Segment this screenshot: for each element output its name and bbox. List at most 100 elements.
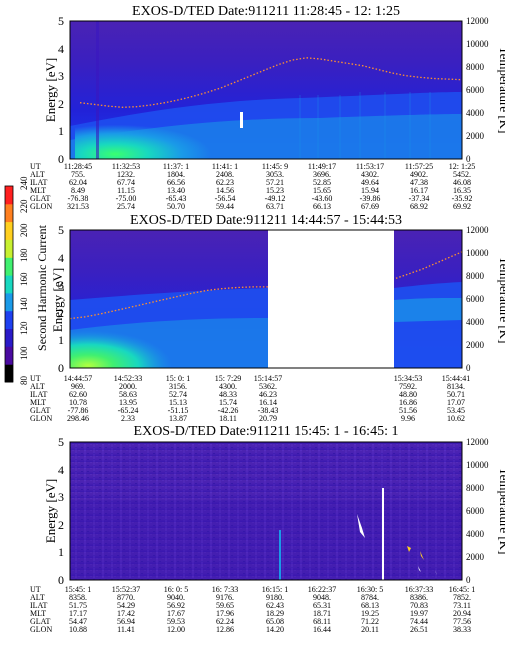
panel-1-orbit-table: UT ALT ILAT MLT GLAT GLON 11:28:45 11:32:… [30, 162, 475, 211]
orbit-cell: 50.70 [167, 202, 185, 211]
orbit-cell: 14.20 [266, 625, 284, 634]
orbit-cell: 16:22:37 [308, 585, 336, 594]
y2-tick: 12000 [466, 437, 489, 447]
orbit-cell: 16: 7:33 [212, 585, 238, 594]
colorbar-swatch [5, 239, 13, 258]
orbit-cell: 54.47 [69, 617, 87, 626]
panel-2-y2-ticks: 0 2000 4000 6000 8000 10000 12000 [466, 225, 489, 373]
y-tick: 0 [58, 152, 64, 166]
orbit-cell: 12: 1:25 [449, 162, 475, 171]
orbit-row-label: UT [30, 162, 41, 171]
colorbar-swatch [5, 186, 13, 205]
orbit-cell: 14:44:57 [64, 374, 92, 383]
orbit-cell: 11:28:45 [64, 162, 92, 171]
panel-3-orbit-table: UT ALT ILAT MLT GLAT GLON 15:45: 1 15:52:… [30, 585, 475, 634]
orbit-cell: 13.95 [119, 398, 137, 407]
y-tick: 1 [58, 124, 64, 138]
y2-tick: 12000 [466, 225, 489, 235]
orbit-cell: 53.45 [447, 406, 465, 415]
orbit-cell: 46.23 [259, 390, 277, 399]
orbit-cell: -38.43 [258, 406, 279, 415]
orbit-cell: 52.74 [169, 390, 187, 399]
colorbar-tick: 100 [19, 346, 29, 360]
orbit-cell: 16:45: 1 [449, 585, 475, 594]
y2-tick: 10000 [466, 39, 489, 49]
orbit-cell: 9.96 [401, 414, 415, 423]
orbit-cell: 16.35 [453, 186, 471, 195]
orbit-cell: -56.54 [215, 194, 236, 203]
y-tick: 3 [58, 69, 64, 83]
orbit-cell: 74.44 [410, 617, 428, 626]
orbit-cell: 16.86 [399, 398, 417, 407]
y2-tick: 0 [466, 575, 471, 585]
colorbar-swatch [5, 346, 13, 365]
orbit-cell: 20.94 [453, 609, 471, 618]
orbit-cell: 17.96 [216, 609, 234, 618]
orbit-cell: 11:37: 1 [163, 162, 189, 171]
colorbar-ticks: 80 100 120 140 160 180 200 220 240 [19, 176, 29, 385]
orbit-cell: 50.71 [447, 390, 465, 399]
orbit-row-label: GLON [30, 202, 52, 211]
orbit-cell: 12.86 [216, 625, 234, 634]
orbit-cell: 11:49:17 [308, 162, 336, 171]
orbit-cell: 18.71 [313, 609, 331, 618]
colorbar-tick: 140 [19, 297, 29, 311]
panel-3: EXOS-D/TED Date:911211 15:45: 1 - 16:45:… [30, 424, 505, 634]
orbit-cell: -43.60 [312, 194, 333, 203]
y2-tick: 0 [466, 154, 471, 164]
y-tick: 4 [58, 251, 64, 265]
orbit-cell: -75.00 [116, 194, 137, 203]
orbit-cell: 67.74 [117, 178, 135, 187]
colorbar-swatch [5, 257, 13, 276]
y-tick: 5 [58, 435, 64, 449]
orbit-cell: 11:53:17 [356, 162, 384, 171]
orbit-cell: -35.92 [452, 194, 473, 203]
y-tick: 1 [58, 545, 64, 559]
orbit-cell: 755. [71, 170, 85, 179]
y2-tick: 8000 [466, 483, 485, 493]
orbit-cell: 46.08 [453, 178, 471, 187]
orbit-row-label: MLT [30, 186, 46, 195]
orbit-cell: 11.41 [117, 625, 135, 634]
panel-1-y-ticks: 0 1 2 3 4 5 [58, 14, 64, 166]
panel-3-plot [69, 441, 463, 581]
orbit-cell: -42.26 [218, 406, 239, 415]
colorbar-swatch [5, 203, 13, 223]
orbit-row-label: ALT [30, 382, 45, 391]
orbit-cell: 8.49 [71, 186, 85, 195]
orbit-cell: 65.08 [266, 617, 284, 626]
orbit-row-label: GLAT [30, 194, 51, 203]
colorbar-swatch [5, 364, 13, 383]
y2-tick: 8000 [466, 62, 485, 72]
orbit-cell: 13.40 [167, 186, 185, 195]
orbit-cell: 38.33 [453, 625, 471, 634]
orbit-cell: 68.11 [313, 617, 331, 626]
colorbar-tick: 80 [19, 376, 29, 386]
orbit-cell: 14:52:33 [114, 374, 142, 383]
orbit-cell: 9180. [266, 593, 284, 602]
orbit-cell: 56.92 [167, 601, 185, 610]
orbit-cell: 15: 0: 1 [166, 374, 190, 383]
orbit-cell: 4300. [219, 382, 237, 391]
orbit-cell: 51.75 [69, 601, 87, 610]
orbit-cell: 15:34:53 [394, 374, 422, 383]
orbit-cell: 77.56 [453, 617, 471, 626]
orbit-cell: 66.56 [167, 178, 185, 187]
orbit-cell: 18.11 [219, 414, 237, 423]
y-tick: 4 [58, 42, 64, 56]
y-tick: 5 [58, 14, 64, 28]
orbit-cell: 12.00 [167, 625, 185, 634]
y2-tick: 10000 [466, 460, 489, 470]
orbit-cell: 3053. [266, 170, 284, 179]
orbit-cell: 47.38 [410, 178, 428, 187]
colorbar-tick: 220 [19, 199, 29, 213]
panel-1-temperature-trace [79, 57, 463, 108]
panel-2-orbit-table: UT ALT ILAT MLT GLAT GLON 14:44:57 14:52:… [30, 374, 470, 423]
orbit-cell: 13.87 [169, 414, 187, 423]
orbit-cell: 48.80 [399, 390, 417, 399]
y-tick: 3 [58, 490, 64, 504]
panel-2-y-ticks: 0 1 2 3 4 5 [58, 223, 64, 375]
orbit-cell: 70.83 [410, 601, 428, 610]
orbit-cell: 11:41: 1 [212, 162, 238, 171]
orbit-cell: 8358. [69, 593, 87, 602]
